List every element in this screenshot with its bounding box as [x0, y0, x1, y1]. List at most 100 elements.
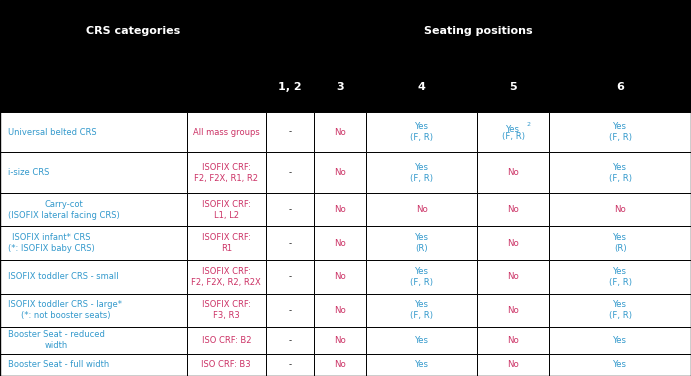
- Text: -: -: [289, 336, 292, 345]
- Bar: [477, 260, 549, 294]
- Bar: [477, 327, 549, 354]
- Bar: [549, 327, 691, 354]
- Text: i-size CRS: i-size CRS: [8, 168, 50, 177]
- Text: 1, 2: 1, 2: [278, 82, 302, 92]
- Text: Yes
(F, R): Yes (F, R): [410, 122, 433, 142]
- Text: Universal belted CRS: Universal belted CRS: [8, 127, 97, 136]
- Bar: [366, 112, 477, 152]
- Bar: [314, 294, 366, 327]
- Bar: [314, 327, 366, 354]
- Bar: [366, 327, 477, 354]
- Bar: [477, 354, 549, 376]
- Bar: [266, 0, 691, 62]
- Bar: [314, 193, 366, 226]
- Bar: [314, 152, 366, 193]
- Text: ISOFIX CRF:
L1, L2: ISOFIX CRF: L1, L2: [202, 200, 251, 220]
- Bar: [366, 260, 477, 294]
- Bar: [266, 327, 314, 354]
- Text: ISOFIX CRF:
F2, F2X, R1, R2: ISOFIX CRF: F2, F2X, R1, R2: [194, 162, 258, 183]
- Bar: [266, 112, 314, 152]
- Bar: [314, 226, 366, 260]
- Text: 2: 2: [527, 122, 530, 127]
- Text: Yes
(F, R): Yes (F, R): [609, 162, 632, 183]
- Bar: [187, 112, 266, 152]
- Bar: [187, 354, 266, 376]
- Text: ISOFIX infant* CRS
(*: ISOFIX baby CRS): ISOFIX infant* CRS (*: ISOFIX baby CRS): [8, 233, 95, 253]
- Bar: [477, 152, 549, 193]
- Text: No: No: [507, 239, 519, 248]
- Bar: [366, 294, 477, 327]
- Bar: [0, 260, 187, 294]
- Text: -: -: [289, 205, 292, 214]
- Text: Yes
(F, R): Yes (F, R): [410, 267, 433, 287]
- Text: 6: 6: [616, 82, 624, 92]
- Text: ISOFIX toddler CRS - small: ISOFIX toddler CRS - small: [8, 272, 119, 281]
- Bar: [477, 226, 549, 260]
- Bar: [266, 294, 314, 327]
- Bar: [0, 193, 187, 226]
- Text: Yes
(R): Yes (R): [613, 233, 627, 253]
- Text: Yes: Yes: [613, 360, 627, 369]
- Text: Seating positions: Seating positions: [424, 26, 533, 36]
- Text: -: -: [289, 168, 292, 177]
- Text: ISO CRF: B3: ISO CRF: B3: [202, 360, 251, 369]
- Text: Yes
(F, R): Yes (F, R): [609, 267, 632, 287]
- Text: No: No: [334, 168, 346, 177]
- Bar: [366, 354, 477, 376]
- Bar: [0, 327, 187, 354]
- Bar: [0, 294, 187, 327]
- Text: No: No: [334, 336, 346, 345]
- Bar: [266, 260, 314, 294]
- Bar: [266, 152, 314, 193]
- Text: Yes
(F, R): Yes (F, R): [410, 300, 433, 320]
- Bar: [187, 152, 266, 193]
- Text: All mass groups: All mass groups: [193, 127, 260, 136]
- Text: Yes
(F, R): Yes (F, R): [609, 122, 632, 142]
- Text: No: No: [507, 272, 519, 281]
- Text: Yes: Yes: [613, 336, 627, 345]
- Bar: [477, 193, 549, 226]
- Text: ISOFIX CRF:
F2, F2X, R2, R2X: ISOFIX CRF: F2, F2X, R2, R2X: [191, 267, 261, 287]
- Text: -: -: [289, 239, 292, 248]
- Bar: [266, 62, 314, 112]
- Bar: [266, 226, 314, 260]
- Text: Yes: Yes: [506, 125, 520, 134]
- Text: Yes
(R): Yes (R): [415, 233, 428, 253]
- Text: No: No: [507, 205, 519, 214]
- Bar: [549, 62, 691, 112]
- Bar: [477, 62, 549, 112]
- Text: No: No: [334, 205, 346, 214]
- Bar: [549, 112, 691, 152]
- Text: Yes: Yes: [415, 336, 428, 345]
- Bar: [314, 62, 366, 112]
- Text: -: -: [289, 127, 292, 136]
- Bar: [366, 152, 477, 193]
- Text: ISOFIX CRF:
R1: ISOFIX CRF: R1: [202, 233, 251, 253]
- Text: Booster Seat - reduced
width: Booster Seat - reduced width: [8, 330, 105, 350]
- Bar: [314, 112, 366, 152]
- Bar: [549, 354, 691, 376]
- Text: Yes
(F, R): Yes (F, R): [410, 162, 433, 183]
- Text: No: No: [415, 205, 428, 214]
- Bar: [477, 294, 549, 327]
- Text: 5: 5: [509, 82, 517, 92]
- Text: -: -: [289, 306, 292, 315]
- Bar: [366, 62, 477, 112]
- Text: (F, R): (F, R): [502, 132, 524, 141]
- Bar: [0, 0, 266, 62]
- Bar: [549, 193, 691, 226]
- Bar: [314, 260, 366, 294]
- Text: Booster Seat - full width: Booster Seat - full width: [8, 360, 110, 369]
- Text: No: No: [334, 239, 346, 248]
- Text: -: -: [289, 360, 292, 369]
- Bar: [0, 112, 187, 152]
- Bar: [0, 354, 187, 376]
- Text: No: No: [334, 127, 346, 136]
- Text: 4: 4: [417, 82, 426, 92]
- Bar: [0, 62, 266, 112]
- Text: No: No: [507, 306, 519, 315]
- Bar: [366, 226, 477, 260]
- Bar: [314, 354, 366, 376]
- Text: ISOFIX CRF:
F3, R3: ISOFIX CRF: F3, R3: [202, 300, 251, 320]
- Bar: [549, 152, 691, 193]
